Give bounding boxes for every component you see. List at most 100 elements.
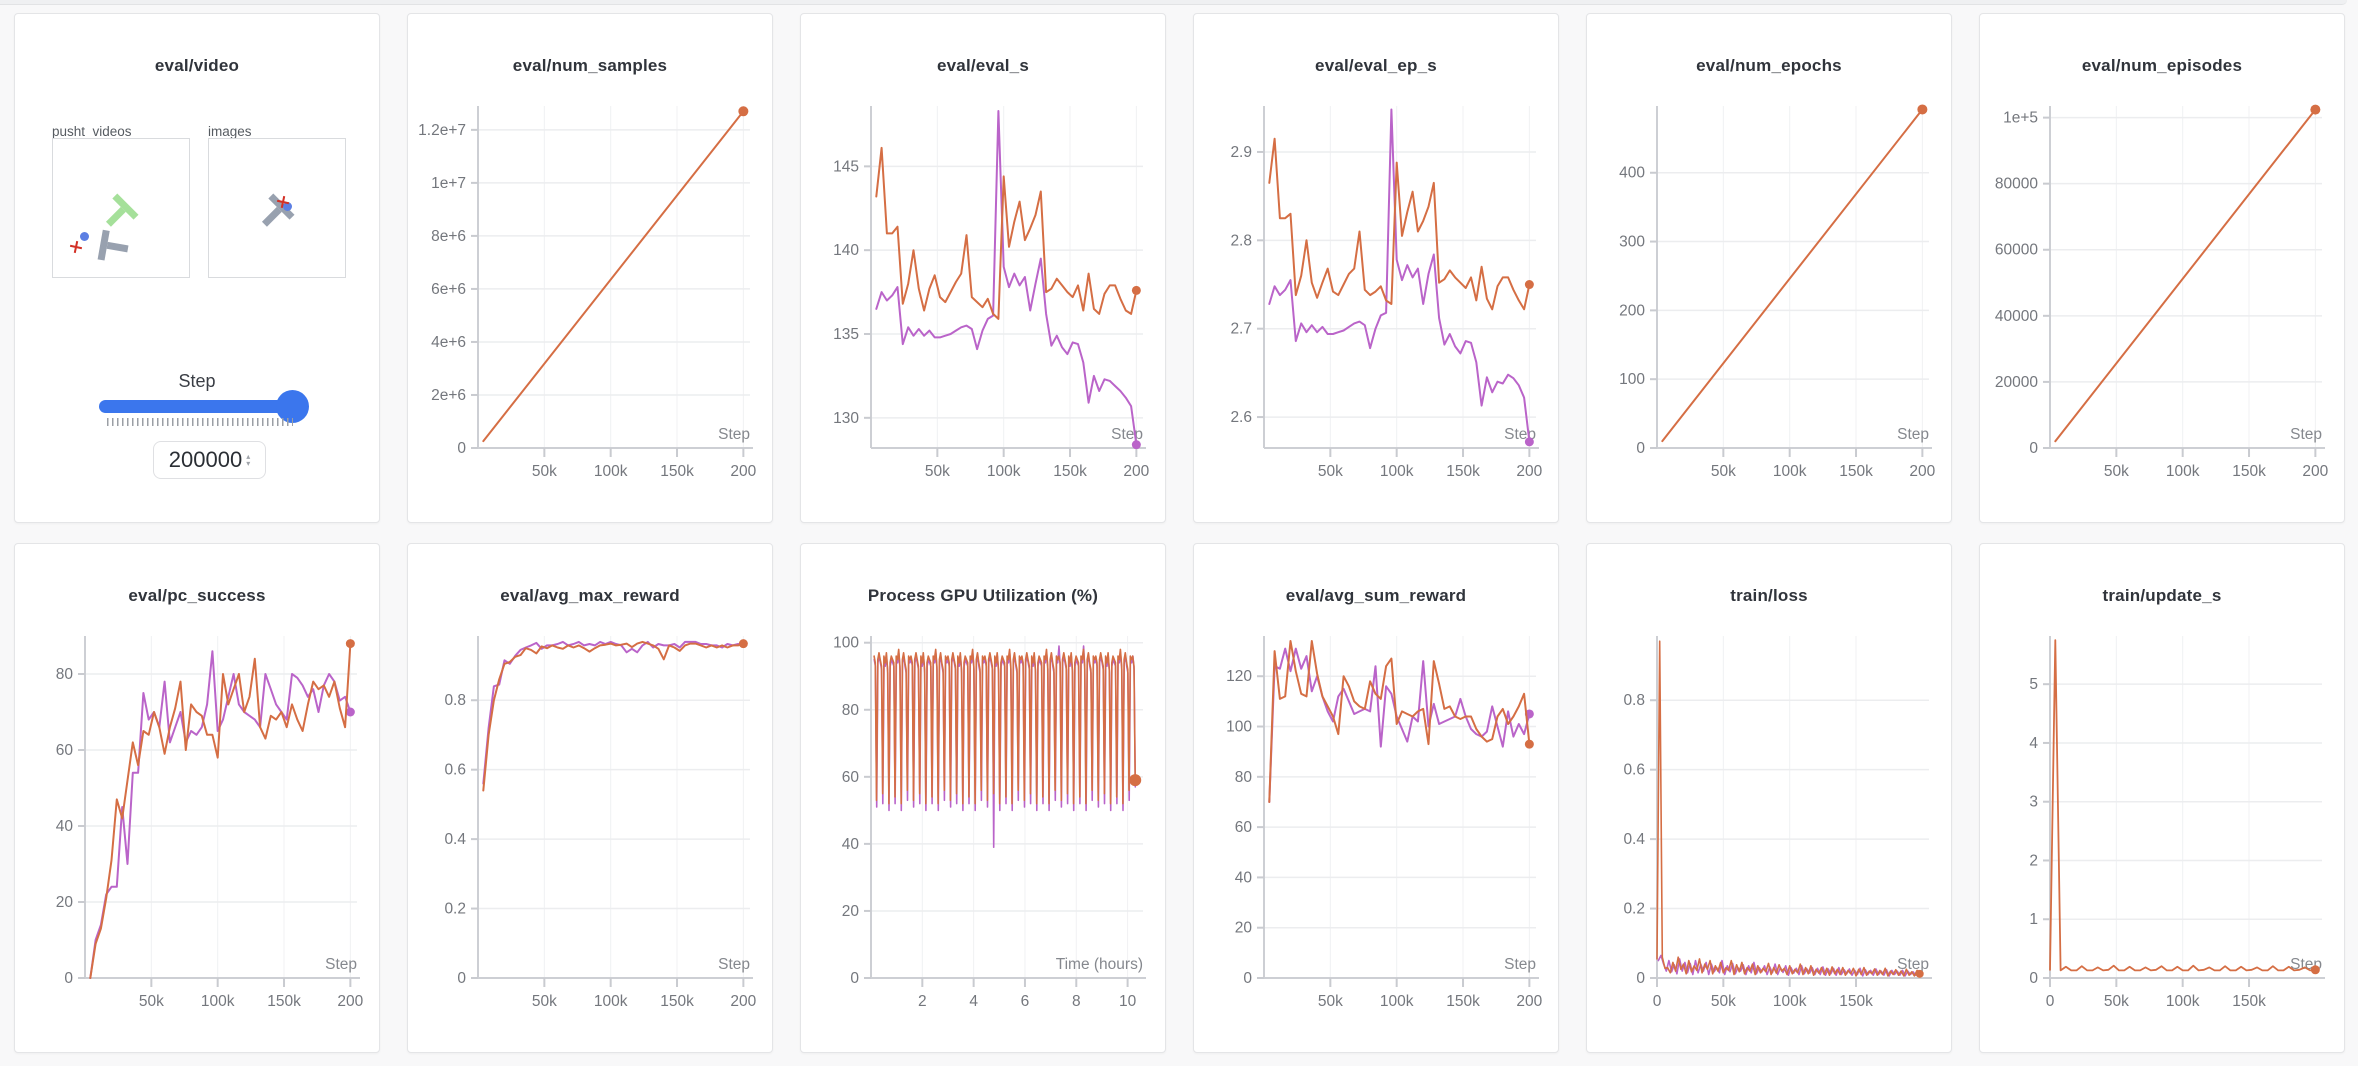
svg-text:0: 0 bbox=[1636, 970, 1645, 987]
svg-text:200: 200 bbox=[1619, 302, 1645, 319]
svg-text:50k: 50k bbox=[925, 463, 950, 480]
pusht-target-t-shape bbox=[97, 193, 139, 234]
panel-eval-video: eval/video pusht_videos images Step 2000… bbox=[14, 13, 380, 523]
panel-title: train/loss bbox=[1730, 586, 1808, 605]
svg-text:50k: 50k bbox=[1318, 993, 1343, 1010]
svg-text:Time (hours): Time (hours) bbox=[1056, 956, 1143, 973]
svg-text:100k: 100k bbox=[201, 993, 235, 1010]
media-label-images: images bbox=[208, 124, 252, 139]
svg-text:50k: 50k bbox=[2104, 993, 2129, 1010]
svg-text:130: 130 bbox=[833, 410, 859, 427]
svg-text:150k: 150k bbox=[660, 993, 694, 1010]
svg-text:200: 200 bbox=[1516, 463, 1542, 480]
svg-text:2.6: 2.6 bbox=[1230, 409, 1252, 426]
step-increment-icon[interactable]: ▴ bbox=[246, 452, 251, 461]
svg-text:20: 20 bbox=[56, 894, 74, 911]
svg-text:150k: 150k bbox=[660, 463, 694, 480]
svg-text:100k: 100k bbox=[1773, 993, 1807, 1010]
pusht-video-thumbnail[interactable] bbox=[52, 138, 190, 278]
step-stepper[interactable]: ▴ ▾ bbox=[246, 452, 251, 468]
svg-text:20: 20 bbox=[842, 903, 860, 920]
chart-eval-num-samples[interactable]: 50k 100k 150k 200 0 2e+6 4e+6 6e+6 8e+6 1e+7 1.2e+… bbox=[408, 14, 773, 523]
svg-text:Step: Step bbox=[1504, 956, 1536, 973]
svg-text:8: 8 bbox=[1072, 993, 1081, 1010]
panel-train-loss: train/loss 0 50k 100k 150k 0 0.2 0.4 0.6 0.8 Step bbox=[1586, 543, 1952, 1053]
panel-title: eval/eval_ep_s bbox=[1315, 56, 1437, 75]
panel-title: eval/num_episodes bbox=[2081, 56, 2243, 75]
step-slider-label: Step bbox=[178, 371, 216, 391]
chart-eval-avg-sum-reward[interactable]: 50k 100k 150k 200 0 20 40 60 80 100 120 Step bbox=[1194, 544, 1559, 1053]
svg-text:Step: Step bbox=[1111, 426, 1143, 443]
svg-text:3: 3 bbox=[2029, 794, 2038, 811]
panel-grid: eval/video pusht_videos images Step 2000… bbox=[14, 13, 2345, 1053]
svg-text:20: 20 bbox=[1235, 920, 1253, 937]
svg-text:50k: 50k bbox=[1711, 463, 1736, 480]
svg-text:4e+6: 4e+6 bbox=[431, 334, 466, 351]
panel-train-update-s: train/update_s 0 50k 100k 150k 0 1 2 3 4 5 Step bbox=[1979, 543, 2345, 1053]
panel-title: eval/eval_s bbox=[936, 56, 1029, 75]
svg-text:100k: 100k bbox=[2166, 993, 2200, 1010]
step-slider-thumb[interactable] bbox=[276, 390, 309, 423]
svg-text:150k: 150k bbox=[2232, 993, 2266, 1010]
svg-text:100k: 100k bbox=[1773, 463, 1807, 480]
svg-text:Step: Step bbox=[325, 956, 357, 973]
svg-text:0.4: 0.4 bbox=[1623, 831, 1645, 848]
svg-text:1e+7: 1e+7 bbox=[431, 175, 466, 192]
svg-text:200: 200 bbox=[1909, 463, 1935, 480]
svg-text:120: 120 bbox=[1226, 668, 1252, 685]
svg-text:150k: 150k bbox=[1053, 463, 1087, 480]
svg-text:200: 200 bbox=[1123, 463, 1149, 480]
panel-title: eval/pc_success bbox=[128, 586, 266, 605]
svg-text:40: 40 bbox=[1235, 869, 1253, 886]
step-decrement-icon[interactable]: ▾ bbox=[246, 459, 251, 468]
images-thumbnail[interactable] bbox=[208, 138, 346, 278]
svg-text:100k: 100k bbox=[594, 993, 628, 1010]
svg-text:0.2: 0.2 bbox=[1623, 901, 1645, 918]
svg-text:4: 4 bbox=[969, 993, 978, 1010]
svg-text:150k: 150k bbox=[2232, 463, 2266, 480]
media-label-pusht-videos: pusht_videos bbox=[52, 124, 132, 139]
svg-text:0: 0 bbox=[1653, 993, 1662, 1010]
svg-text:1.2e+7: 1.2e+7 bbox=[418, 122, 466, 139]
panel-eval-avg-max-reward: eval/avg_max_reward 50k 100k 150k 200 0 0.2 0.… bbox=[407, 543, 773, 1053]
svg-text:400: 400 bbox=[1619, 165, 1645, 182]
svg-text:150k: 150k bbox=[1839, 463, 1873, 480]
svg-text:100k: 100k bbox=[1380, 993, 1414, 1010]
svg-text:80: 80 bbox=[1235, 769, 1253, 786]
svg-text:50k: 50k bbox=[139, 993, 164, 1010]
svg-text:5: 5 bbox=[2029, 676, 2038, 693]
step-value-input[interactable]: 200000 ▴ ▾ bbox=[153, 441, 266, 479]
chart-train-loss[interactable]: 0 50k 100k 150k 0 0.2 0.4 0.6 0.8 Step bbox=[1587, 544, 1952, 1053]
svg-text:200: 200 bbox=[1516, 993, 1542, 1010]
chart-eval-eval-s[interactable]: 50k 100k 150k 200 130 135 140 145 Step bbox=[801, 14, 1166, 523]
svg-text:100: 100 bbox=[833, 635, 859, 652]
chart-eval-avg-max-reward[interactable]: 50k 100k 150k 200 0 0.2 0.4 0.6 0.8 Step bbox=[408, 544, 773, 1053]
svg-text:2.8: 2.8 bbox=[1230, 232, 1252, 249]
chart-eval-pc-success[interactable]: 50k 100k 150k 200 0 20 40 60 80 Step bbox=[15, 544, 380, 1053]
step-slider[interactable] bbox=[99, 390, 309, 423]
step-value: 200000 bbox=[168, 447, 243, 472]
svg-text:0.2: 0.2 bbox=[444, 901, 466, 918]
svg-text:0: 0 bbox=[1636, 440, 1645, 457]
chart-eval-num-epochs[interactable]: 50k 100k 150k 200 0 100 200 300 400 Step bbox=[1587, 14, 1952, 523]
pusht-block-t-shape bbox=[97, 229, 131, 264]
svg-text:50k: 50k bbox=[1318, 463, 1343, 480]
panel-eval-num-epochs: eval/num_epochs 50k 100k 150k 200 0 100 200 300… bbox=[1586, 13, 1952, 523]
svg-text:Step: Step bbox=[718, 956, 750, 973]
svg-text:40: 40 bbox=[56, 818, 74, 835]
svg-text:8e+6: 8e+6 bbox=[431, 228, 466, 245]
panel-gpu-utilization: Process GPU Utilization (%) 2 4 6 8 10 0 20 40 6… bbox=[800, 543, 1166, 1053]
svg-text:150k: 150k bbox=[267, 993, 301, 1010]
svg-text:300: 300 bbox=[1619, 234, 1645, 251]
chart-eval-num-episodes[interactable]: 50k 100k 150k 200 0 20000 40000 60000 80000 1e+5 S… bbox=[1980, 14, 2345, 523]
svg-text:2e+6: 2e+6 bbox=[431, 387, 466, 404]
svg-text:0: 0 bbox=[457, 970, 466, 987]
svg-text:200: 200 bbox=[730, 463, 756, 480]
goal-cross-icon bbox=[69, 240, 83, 254]
panel-title: eval/avg_max_reward bbox=[500, 586, 680, 605]
svg-text:1: 1 bbox=[2029, 911, 2038, 928]
svg-text:200: 200 bbox=[337, 993, 363, 1010]
